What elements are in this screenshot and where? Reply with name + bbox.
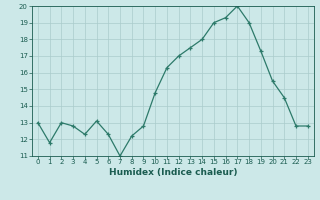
X-axis label: Humidex (Indice chaleur): Humidex (Indice chaleur) bbox=[108, 168, 237, 177]
